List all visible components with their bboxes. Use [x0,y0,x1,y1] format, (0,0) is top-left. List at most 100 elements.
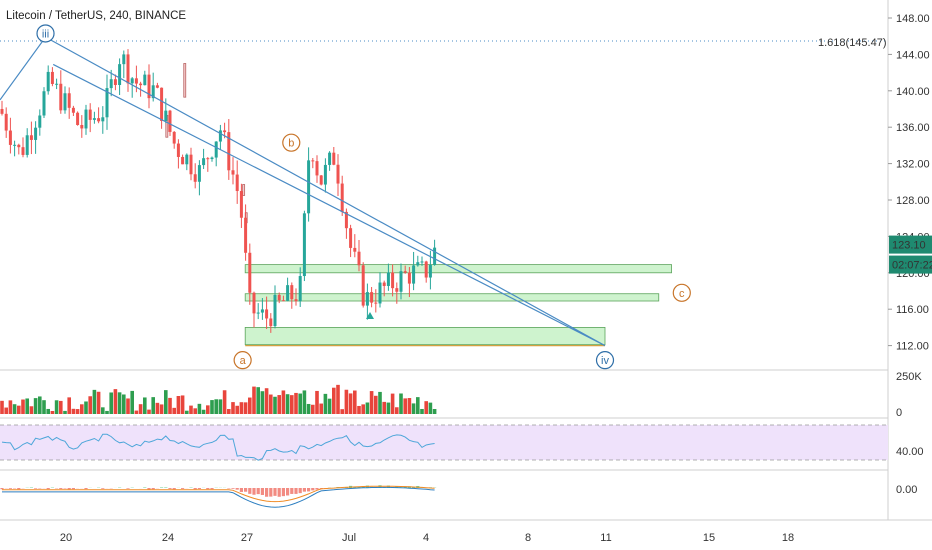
volume-bar [17,405,21,414]
volume-bar [281,390,286,414]
volume-bar [357,405,361,414]
volume-bar [105,410,109,414]
elliott-wave-line [0,36,606,347]
candle-body [403,271,407,273]
macd-histogram-bar [164,487,168,488]
volume-bar [231,402,235,414]
candle-body [248,252,252,293]
macd-histogram-bar [244,488,248,492]
volume-bar [172,407,176,414]
price-pane[interactable]: 1.618(145.47) iii b a c iv [0,24,888,370]
volume-bar [130,390,134,414]
candle-body [29,135,33,140]
candle-body [160,87,164,121]
macd-histogram-bar [239,488,243,492]
volume-bar [54,400,59,414]
macd-histogram-bar [181,488,185,489]
volume-bar [374,395,378,414]
volume-bar [193,408,197,414]
volume-bar [189,405,193,414]
candle-body [147,74,151,99]
macd-histogram-bar [311,488,315,491]
volume-bar [411,403,416,414]
macd-histogram-bar [307,488,311,492]
candle-body [281,300,285,302]
volume-bar [395,407,399,414]
candle-body [353,247,357,252]
candle-body [298,276,302,302]
candle-body [164,110,168,121]
volume-bar [407,398,412,414]
macd-histogram-bar [357,486,361,488]
price-tick-label: 140.00 [896,86,930,98]
candle-body [122,54,126,65]
signal-marker-icon [366,312,374,319]
price-tick-label: 144.00 [896,49,930,61]
volume-bar [101,407,105,414]
candle-body [63,93,67,111]
macd-pane[interactable]: 0.00 [0,484,917,508]
countdown-tag [889,255,932,274]
candle-body [315,161,319,176]
symbol-title[interactable]: Litecoin / TetherUS, 240, BINANCE [6,10,186,22]
support-zone [244,293,660,302]
macd-histogram-bar [273,488,277,496]
fib-level-label: 1.618(145.47) [818,37,887,49]
candle-body [340,183,344,212]
price-tick-label: 116.00 [896,304,929,316]
macd-histogram-bar [34,488,38,489]
volume-bar [117,392,122,414]
macd-signal-line [2,485,435,503]
macd-histogram-bar [172,488,176,490]
candle-body [13,144,17,146]
candle-body [80,125,84,129]
volume-bar [29,406,34,414]
volume-bar [67,397,71,414]
price-axis[interactable]: 148.00144.00140.00136.00132.00128.00124.… [888,13,932,353]
volume-bar [432,409,437,414]
volume-bar [353,390,357,414]
last-price-tag [889,235,932,254]
candle-body [386,272,390,286]
candle-body [311,160,315,162]
macd-histogram-bar [286,488,290,496]
candle-body [0,109,4,114]
volume-bar [273,396,277,414]
price-tick-label: 112.00 [896,341,929,353]
macd-histogram-bar [206,488,210,490]
volume-bar [164,390,168,414]
volume-bar [416,397,420,414]
macd-histogram-bar [126,488,130,489]
candle-body [302,213,306,277]
volume-bar [428,402,433,414]
volume-bar [332,387,336,414]
time-tick-label: 15 [703,532,715,544]
volume-bar [323,393,328,414]
rsi-pane[interactable]: 40.00 [0,424,924,461]
time-axis[interactable]: 20 24 27 Jul 4 8 11 15 18 [60,532,794,544]
volume-bar [306,403,311,414]
support-zone [244,264,672,274]
macd-histogram-bar [231,488,235,489]
volume-bar [147,409,151,414]
candle-body [130,78,134,84]
candle-body [4,113,8,131]
volume-pane[interactable]: 250K 0 [0,371,922,419]
volume-bar [206,405,210,414]
macd-histogram-bar [260,488,264,495]
volume-bar [168,397,172,414]
volume-bar [365,402,370,414]
volume-bar [4,407,8,414]
macd-histogram-bar [101,488,105,489]
volume-bar [214,399,218,414]
candle-body [416,262,420,266]
volume-bar [155,402,160,414]
macd-histogram-bar [17,488,21,490]
candle-body [134,78,138,84]
candle-body [277,294,281,301]
volume-bar [63,410,67,414]
resistance-zone [183,63,187,98]
volume-bar [210,400,214,414]
volume-bar [294,392,298,414]
